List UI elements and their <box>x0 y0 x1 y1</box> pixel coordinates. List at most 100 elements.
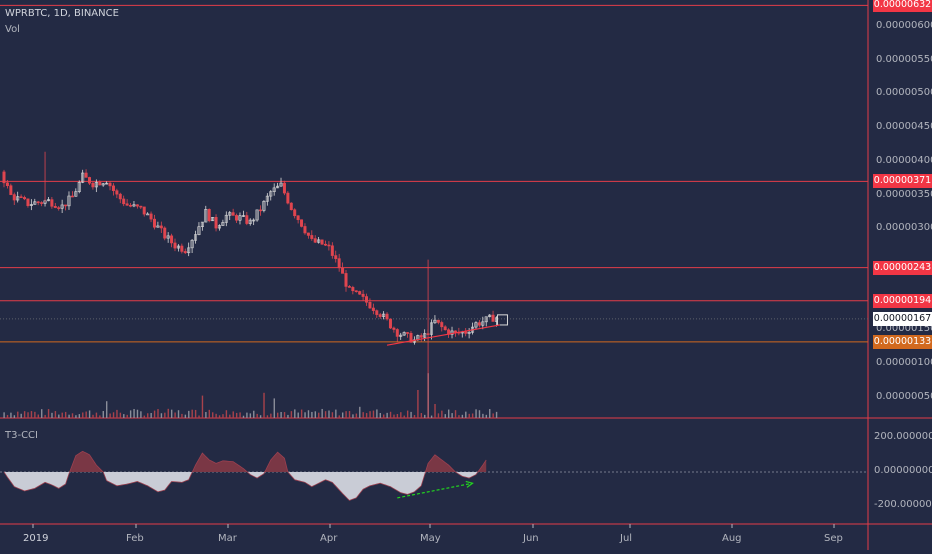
candle-body <box>310 235 314 239</box>
volume-bar <box>143 415 146 418</box>
volume-bar <box>471 413 474 418</box>
volume-bar <box>17 411 19 418</box>
candle-body <box>474 322 478 328</box>
cci-tick-label: 200.00000000 <box>874 430 932 442</box>
volume-bar <box>482 413 484 418</box>
candles <box>2 151 508 418</box>
candle-body <box>279 182 283 187</box>
candle-body <box>467 331 471 334</box>
volume-bar <box>420 413 423 418</box>
price-tick-label: 0.00000100 <box>876 357 932 369</box>
time-tick-label: May <box>420 533 441 544</box>
candle-body <box>194 234 198 241</box>
price-tick-label: 0.00000300 <box>876 222 932 234</box>
level-tag: 0.00000371 <box>873 174 932 189</box>
volume-bar <box>34 411 36 418</box>
volume-legend[interactable]: Vol <box>5 24 20 35</box>
candle-body <box>101 183 105 186</box>
candle-body <box>64 204 68 207</box>
candle-body <box>231 212 235 216</box>
volume-bar <box>30 411 33 418</box>
time-tick-label: Apr <box>320 533 338 544</box>
time-tick-label: Feb <box>126 533 144 544</box>
candle-body <box>163 227 167 239</box>
candle-body <box>313 238 317 243</box>
volume-bar <box>133 408 135 418</box>
volume-bar <box>239 412 241 418</box>
candle-body <box>375 310 379 315</box>
candle-body <box>115 190 119 195</box>
volume-bar <box>205 412 207 418</box>
candle-body <box>228 212 232 216</box>
volume-bar <box>280 411 282 418</box>
candle-body <box>187 247 191 254</box>
volume-bar <box>263 392 265 418</box>
volume-bar <box>123 414 125 418</box>
volume-bar <box>184 414 187 418</box>
volume-bar <box>229 414 231 418</box>
volume-bar <box>64 411 67 418</box>
volume-bar <box>212 412 214 418</box>
price-tick-label: 0.00000500 <box>876 87 932 99</box>
volume-bar <box>324 411 327 418</box>
volume-bar <box>454 410 457 418</box>
volume-bar <box>44 414 46 418</box>
candle-body <box>74 191 78 197</box>
candle-body <box>392 327 396 330</box>
candle-body <box>481 321 485 326</box>
candle-body <box>347 286 351 288</box>
volume-bar <box>485 414 488 418</box>
price-tick-label: 0.00000400 <box>876 154 932 166</box>
indicator-legend[interactable]: T3-CCI <box>5 430 38 441</box>
candle-body <box>269 191 273 197</box>
candle-body <box>57 207 61 209</box>
candle-body <box>443 326 447 331</box>
candle-body <box>217 225 221 229</box>
candle-body <box>200 221 204 227</box>
candle-body <box>135 204 139 207</box>
candle-body <box>248 219 252 224</box>
volume-bar <box>273 398 275 418</box>
volume-bar <box>198 415 200 418</box>
candle-body <box>211 217 215 222</box>
time-tick-label: Jun <box>523 533 539 544</box>
candle-body <box>221 222 225 226</box>
volume-bar <box>136 409 139 418</box>
candle-body <box>365 296 369 303</box>
candle-body <box>484 316 488 323</box>
volume-bar <box>389 411 392 418</box>
volume-bar <box>495 411 498 418</box>
volume-bar <box>321 408 323 418</box>
volume-bar <box>437 413 440 418</box>
volume-bar <box>348 411 351 418</box>
candle-body <box>105 182 109 185</box>
candle-body <box>433 319 437 324</box>
volume-bar <box>174 412 176 418</box>
volume-bar <box>270 413 272 418</box>
symbol-legend[interactable]: WPRBTC, 1D, BINANCE <box>5 8 119 19</box>
level-tag: 0.00000194 <box>873 293 932 308</box>
volume-bar <box>461 414 464 418</box>
candle-body <box>488 314 492 318</box>
candle-body <box>94 181 98 188</box>
volume-bar <box>68 414 70 418</box>
volume-bar <box>400 412 402 418</box>
volume-bar <box>88 410 91 418</box>
volume-bar <box>478 410 481 418</box>
candle-body <box>337 258 341 269</box>
candle-body <box>122 198 126 205</box>
candle-body <box>317 239 321 243</box>
volume-bar <box>153 410 156 418</box>
volume-bar <box>304 412 306 418</box>
candle-body <box>399 334 403 337</box>
volume-bar <box>126 414 128 418</box>
level-tag: 0.00000243 <box>873 260 932 275</box>
volume-bar <box>119 412 122 418</box>
volume-bar <box>140 411 142 418</box>
candle-body <box>152 218 156 228</box>
candle-body <box>180 245 184 252</box>
volume-bar <box>365 413 368 418</box>
